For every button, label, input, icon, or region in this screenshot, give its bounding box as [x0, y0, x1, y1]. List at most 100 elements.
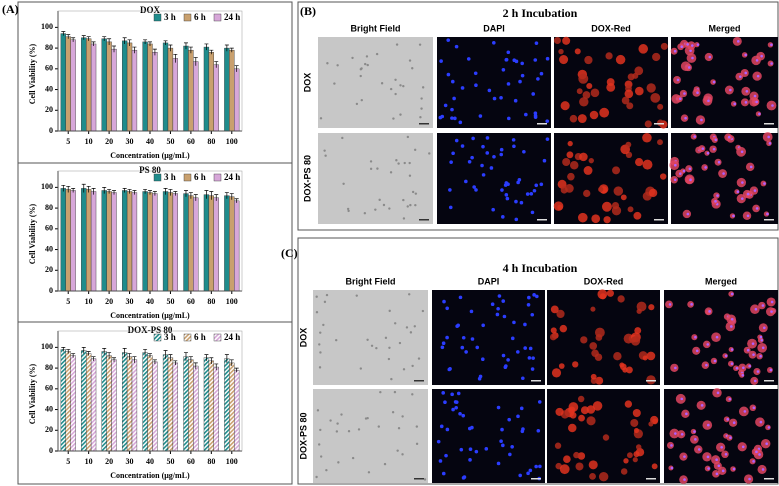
error-bar — [143, 189, 148, 194]
legend-swatch — [213, 333, 222, 342]
cell — [632, 457, 638, 463]
cell — [340, 413, 343, 416]
cell — [397, 426, 401, 430]
cell — [579, 97, 589, 107]
nucleus — [732, 421, 736, 425]
bar — [193, 61, 199, 132]
nucleus — [449, 160, 453, 164]
nucleus — [532, 188, 537, 193]
cell — [414, 192, 418, 195]
nucleus — [714, 138, 718, 142]
cell — [559, 55, 569, 65]
cell — [428, 152, 431, 155]
micrograph — [318, 37, 433, 128]
legend-label: 24 h — [224, 12, 240, 22]
nucleus — [450, 107, 454, 112]
x-tick-label: 50 — [166, 457, 174, 466]
nucleus — [694, 335, 697, 339]
error-bar — [81, 347, 86, 354]
scale-bar — [531, 478, 541, 480]
nucleus — [461, 476, 466, 480]
error-bar — [102, 348, 107, 355]
nucleus — [668, 303, 672, 306]
nucleus — [732, 214, 735, 218]
cell — [642, 159, 653, 170]
cell — [560, 186, 568, 194]
nucleus — [489, 166, 494, 170]
x-tick-label: 80 — [207, 137, 215, 146]
nucleus — [759, 335, 763, 339]
error-bar — [168, 354, 173, 361]
cell — [573, 451, 580, 459]
cell — [418, 43, 422, 46]
nucleus — [701, 147, 705, 150]
cell — [568, 402, 579, 412]
nucleus — [459, 447, 464, 452]
micrograph-bg — [313, 389, 428, 483]
cell — [646, 351, 656, 361]
nucleus — [446, 72, 451, 77]
nucleus — [720, 445, 723, 449]
nucleus — [670, 444, 673, 447]
nucleus — [715, 472, 719, 476]
nucleus — [539, 182, 544, 187]
x-axis-label: Concentration (μg/mL) — [110, 311, 190, 320]
cell — [383, 462, 387, 466]
cell — [402, 84, 405, 88]
plot-frame — [57, 170, 243, 292]
error-bar — [234, 65, 239, 72]
nucleus — [485, 136, 490, 140]
nucleus — [728, 397, 732, 401]
nucleus — [705, 363, 708, 367]
cell — [406, 135, 410, 139]
cell — [569, 411, 577, 419]
cell — [355, 294, 358, 297]
nucleus — [746, 214, 750, 218]
y-tick-label: 20 — [45, 105, 53, 114]
nucleus — [448, 367, 452, 371]
bar — [224, 47, 230, 132]
bar — [86, 189, 92, 292]
bar — [203, 46, 210, 132]
cell — [601, 201, 612, 212]
bar — [213, 197, 219, 292]
bar — [131, 359, 138, 452]
nucleus — [527, 356, 532, 360]
bar — [121, 190, 128, 292]
nucleus — [735, 366, 739, 370]
nucleus — [760, 338, 764, 342]
bar — [172, 362, 179, 452]
cell — [324, 154, 327, 157]
nucleus — [469, 309, 474, 314]
nucleus — [724, 354, 728, 358]
cell — [632, 409, 641, 418]
error-bar — [214, 194, 219, 201]
cell — [577, 114, 587, 123]
nucleus — [439, 424, 444, 429]
bar — [70, 39, 76, 132]
bar — [172, 58, 179, 132]
nucleus — [506, 82, 511, 86]
cell — [421, 86, 425, 89]
cell — [620, 468, 628, 475]
x-tick-label: 40 — [146, 297, 154, 306]
column-header: DOX-Red — [591, 23, 631, 33]
error-bar — [148, 41, 152, 47]
nucleus — [727, 135, 731, 139]
cell — [409, 203, 412, 207]
cell — [408, 174, 412, 177]
cell — [382, 203, 386, 207]
micrograph-bg — [432, 389, 545, 483]
nucleus — [441, 471, 446, 476]
nucleus — [716, 194, 719, 197]
x-tick-label: 10 — [85, 457, 93, 466]
nucleus — [721, 469, 725, 473]
cell — [325, 293, 329, 297]
bar — [188, 359, 194, 452]
nucleus — [467, 159, 472, 164]
nucleus — [683, 92, 686, 95]
nucleus — [481, 323, 485, 328]
bar — [65, 351, 71, 452]
nucleus — [689, 178, 692, 182]
nucleus — [512, 320, 516, 325]
